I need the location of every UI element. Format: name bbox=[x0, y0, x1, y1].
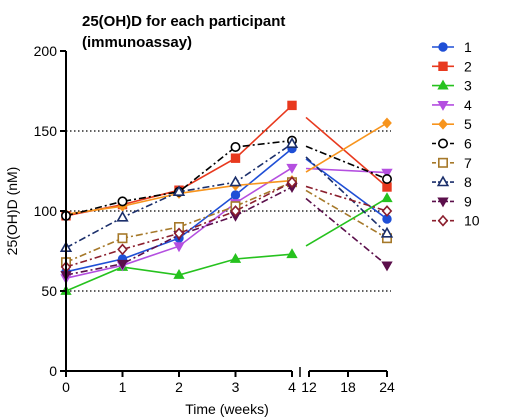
series-8-point-x3 bbox=[229, 175, 242, 187]
series-6-point-x1 bbox=[117, 196, 128, 207]
y-tick-label-50: 50 bbox=[41, 283, 57, 299]
series-6-point-x3 bbox=[230, 142, 241, 153]
series-8-point-x2 bbox=[172, 185, 186, 196]
series-3-point-x4 bbox=[286, 248, 298, 259]
series-9 bbox=[60, 183, 393, 282]
y-tick-label-200: 200 bbox=[34, 43, 58, 59]
legend-marker-2 bbox=[438, 61, 448, 71]
y-tick-label-150: 150 bbox=[34, 123, 58, 139]
series-5-point-x24 bbox=[382, 117, 392, 129]
series-8-break-line bbox=[305, 156, 388, 234]
series-9-point-x1 bbox=[116, 259, 129, 270]
series-7-break-line bbox=[305, 189, 388, 239]
series-9-break-line bbox=[305, 197, 388, 267]
legend-label-8: 8 bbox=[464, 174, 472, 190]
legend-marker-7 bbox=[437, 157, 448, 168]
legend-item-8: 8 bbox=[432, 174, 472, 190]
x-tick-label-12: 12 bbox=[301, 379, 317, 395]
series-3-point-x24 bbox=[381, 192, 393, 203]
chart-title-line-1: 25(OH)D for each participant bbox=[82, 13, 285, 30]
series-1-point-x3 bbox=[230, 190, 241, 200]
x-tick-label-2: 2 bbox=[175, 379, 183, 395]
legend-item-4: 4 bbox=[432, 97, 472, 113]
legend-label-10: 10 bbox=[464, 213, 480, 229]
series-4-point-x4 bbox=[286, 163, 298, 174]
series-2-break-line bbox=[305, 116, 388, 188]
legend-item-2: 2 bbox=[432, 58, 472, 74]
y-tick-label-0: 0 bbox=[49, 363, 57, 379]
legend-item-10: 10 bbox=[432, 213, 480, 229]
series-2-point-x4 bbox=[287, 100, 297, 111]
legend-label-4: 4 bbox=[464, 97, 472, 113]
legend-item-1: 1 bbox=[432, 39, 472, 55]
legend: 1 2 3 4 5 6 7 8 9 10 bbox=[432, 39, 480, 229]
legend-marker-1 bbox=[438, 42, 448, 52]
series-8-point-x1 bbox=[116, 210, 129, 222]
series-10-point-x4 bbox=[286, 176, 298, 189]
x-axis-title: Time (weeks) bbox=[185, 401, 269, 417]
series-2-point-x24 bbox=[382, 182, 392, 192]
x-tick-label-0: 0 bbox=[62, 379, 70, 395]
series-2-point-x3 bbox=[230, 153, 241, 163]
series-3-point-x3 bbox=[229, 252, 242, 263]
legend-label-6: 6 bbox=[464, 136, 472, 152]
legend-label-5: 5 bbox=[464, 116, 472, 132]
y-axis-title: 25(OH)D (nM) bbox=[4, 167, 20, 256]
legend-marker-8 bbox=[436, 175, 450, 187]
x-tick-label-18: 18 bbox=[340, 379, 356, 395]
legend-marker-3 bbox=[437, 79, 449, 90]
legend-label-3: 3 bbox=[464, 78, 472, 94]
legend-item-6: 6 bbox=[432, 136, 472, 152]
series-7-point-x1 bbox=[117, 233, 128, 244]
series-10-point-x2 bbox=[173, 227, 185, 240]
series-10-point-x24 bbox=[381, 205, 393, 217]
legend-marker-6 bbox=[437, 138, 448, 149]
legend-marker-4 bbox=[437, 101, 449, 111]
legend-item-7: 7 bbox=[432, 155, 472, 171]
legend-marker-10 bbox=[437, 214, 449, 227]
series-8-point-x24 bbox=[380, 226, 394, 238]
series-4-point-x2 bbox=[173, 242, 185, 253]
x-tick-label-1: 1 bbox=[119, 379, 127, 395]
x-tick-label-4: 4 bbox=[288, 379, 296, 395]
series-layer bbox=[59, 100, 394, 295]
legend-label-9: 9 bbox=[464, 193, 472, 209]
chart-title-line-2: (immunoassay) bbox=[82, 34, 192, 51]
legend-marker-9 bbox=[437, 197, 449, 208]
x-tick-label-3: 3 bbox=[232, 379, 240, 395]
y-tick-label-100: 100 bbox=[34, 203, 58, 219]
series-10-break-line bbox=[305, 185, 388, 212]
legend-marker-5 bbox=[438, 118, 448, 130]
series-8-point-x4 bbox=[285, 137, 299, 148]
series-10-point-x1 bbox=[117, 243, 128, 256]
x-tick-label-24: 24 bbox=[379, 379, 395, 395]
series-3-point-x2 bbox=[173, 268, 185, 279]
series-8 bbox=[59, 137, 394, 252]
series-10-line bbox=[65, 181, 293, 268]
legend-label-7: 7 bbox=[464, 155, 472, 171]
legend-item-9: 9 bbox=[432, 193, 472, 209]
legend-item-3: 3 bbox=[432, 78, 472, 94]
legend-item-5: 5 bbox=[432, 116, 472, 132]
series-5-break-line bbox=[305, 122, 388, 173]
series-6-point-x24 bbox=[381, 174, 392, 185]
legend-label-1: 1 bbox=[464, 39, 472, 55]
legend-label-2: 2 bbox=[464, 58, 472, 74]
series-10-point-x3 bbox=[230, 205, 241, 217]
series-4-point-x24 bbox=[381, 168, 393, 179]
series-2-line bbox=[65, 104, 293, 217]
series-9-point-x24 bbox=[381, 261, 393, 272]
series-7-line bbox=[65, 181, 293, 263]
